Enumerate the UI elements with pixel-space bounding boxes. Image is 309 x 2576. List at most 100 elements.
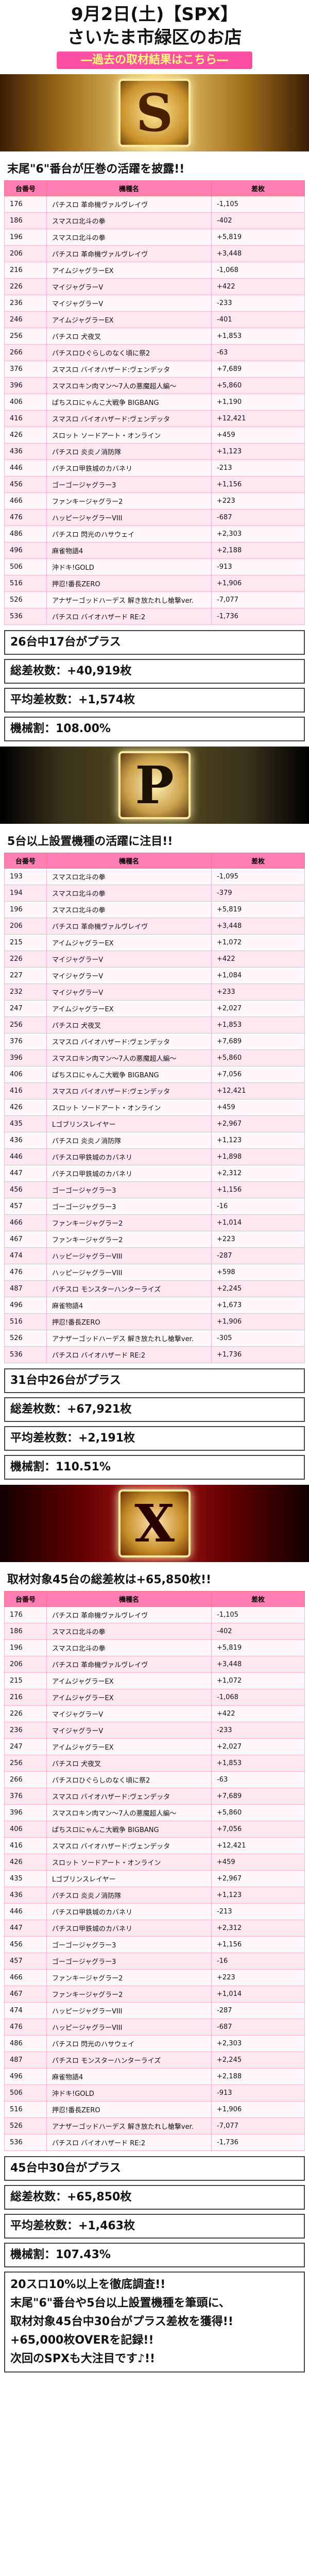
machine-model-cell: マイジャグラーV — [46, 1705, 212, 1722]
table-row: 396 スマスロキン肉マン〜7人の悪魔超人編〜 +5,860 — [4, 1804, 305, 1821]
machine-model-cell: ハッピージャグラーVIII — [46, 2019, 212, 2036]
table-row: 215 アイムジャグラーEX +1,072 — [4, 1672, 305, 1689]
col-num-header: 台番号 — [4, 1591, 47, 1607]
coin-diff-cell: +1,156 — [211, 1936, 305, 1953]
table-row: 416 スマスロ バイオハザード:ヴェンデッタ +12,421 — [4, 1082, 305, 1099]
machine-model-cell: 麻雀物語4 — [46, 1297, 212, 1314]
x-emblem-icon: X — [118, 1489, 191, 1557]
machine-number-cell: 236 — [4, 1722, 47, 1739]
machine-model-cell: Lゴブリンスレイヤー — [46, 1870, 212, 1887]
coin-diff-cell: +223 — [211, 1231, 305, 1248]
table-row: 536 パチスロ バイオハザード RE:2 -1,736 — [4, 2134, 305, 2151]
machine-number-cell: 256 — [4, 328, 47, 345]
machine-number-cell: 466 — [4, 1969, 47, 1986]
table-row: 426 スロット ソードアート・オンライン +459 — [4, 1099, 305, 1116]
coin-diff-cell: +3,448 — [211, 1656, 305, 1673]
machine-model-cell: スロット ソードアート・オンライン — [46, 1099, 212, 1116]
section-1-table: 台番号 機種名 差枚 176 パチスロ 革命機ヴァルヴレイヴ -1,105 186 スマ… — [4, 180, 305, 625]
table-row: 215 アイムジャグラーEX +1,072 — [4, 934, 305, 951]
table-row: 496 麻雀物語4 +2,188 — [4, 542, 305, 559]
table-row: 376 スマスロ バイオハザード:ヴェンデッタ +7,689 — [4, 1788, 305, 1805]
closing-line: +65,000枚OVERを記録!! — [10, 2334, 154, 2347]
coin-diff-cell: +2,245 — [211, 2052, 305, 2069]
machine-number-cell: 196 — [4, 1639, 47, 1656]
table-row: 467 ファンキージャグラー2 +1,014 — [4, 1986, 305, 2003]
average-diff: 平均差枚数：+2,191枚 — [4, 1426, 305, 1451]
coin-diff-cell: +7,056 — [211, 1821, 305, 1838]
coin-diff-cell: -233 — [211, 295, 305, 312]
machine-number-cell: 416 — [4, 1837, 47, 1854]
machine-model-cell: パチスロ 犬夜叉 — [46, 1016, 212, 1033]
machine-number-cell: 215 — [4, 1672, 47, 1689]
coin-diff-cell: +3,448 — [211, 918, 305, 935]
coin-diff-cell: -7,077 — [211, 591, 305, 608]
machine-model-cell: 押忍!番長ZERO — [46, 2101, 212, 2118]
machine-model-cell: ぱちスロにゃんこ大戦争 BIGBANG — [46, 1821, 212, 1838]
machine-model-cell: スマスロ バイオハザード:ヴェンデッタ — [46, 361, 212, 378]
machine-model-cell: ファンキージャグラー2 — [46, 1231, 212, 1248]
coin-diff-cell: +1,014 — [211, 1214, 305, 1231]
total-diff: 総差枚数：+40,919枚 — [4, 659, 305, 684]
machine-model-cell: パチスロ バイオハザード RE:2 — [46, 2134, 212, 2151]
table-row: 526 アナザーゴッドハーデス 解き放たれし槍撃ver. -7,077 — [4, 591, 305, 608]
table-row: 236 マイジャグラーV -233 — [4, 295, 305, 312]
table-row: 176 パチスロ 革命機ヴァルヴレイヴ -1,105 — [4, 196, 305, 213]
machine-model-cell: ファンキージャグラー2 — [46, 1986, 212, 2003]
table-row: 536 パチスロ バイオハザード RE:2 -1,736 — [4, 608, 305, 625]
closing-line: 次回のSPXも大注目です♪!! — [10, 2352, 156, 2365]
machine-number-cell: 487 — [4, 1280, 47, 1297]
machine-model-cell: スマスロキン肉マン〜7人の悪魔超人編〜 — [46, 377, 212, 394]
machine-number-cell: 447 — [4, 1920, 47, 1937]
machine-number-cell: 176 — [4, 1606, 47, 1623]
machine-number-cell: 206 — [4, 1656, 47, 1673]
coin-diff-cell: -16 — [211, 1953, 305, 1970]
coin-diff-cell: +422 — [211, 1705, 305, 1722]
machine-model-cell: 沖ドキ!GOLD — [46, 558, 212, 575]
coin-diff-cell: -1,105 — [211, 1606, 305, 1623]
machine-model-cell: スロット ソードアート・オンライン — [46, 427, 212, 444]
coin-diff-cell: -63 — [211, 1771, 305, 1788]
machine-number-cell: 456 — [4, 1181, 47, 1198]
machine-number-cell: 426 — [4, 1854, 47, 1871]
section-2-summary: 31台中26台がプラス 総差枚数：+67,921枚 平均差枚数：+2,191枚 … — [4, 1368, 305, 1480]
table-row: 176 パチスロ 革命機ヴァルヴレイヴ -1,105 — [4, 1606, 305, 1623]
coin-diff-cell: +1,906 — [211, 1313, 305, 1330]
table-row: 516 押忍!番長ZERO +1,906 — [4, 2101, 305, 2118]
machine-model-cell: パチスロ モンスターハンターライズ — [46, 1280, 212, 1297]
table-row: 526 アナザーゴッドハーデス 解き放たれし槍撃ver. -7,077 — [4, 2117, 305, 2134]
coin-diff-cell: -305 — [211, 1330, 305, 1347]
machine-number-cell: 486 — [4, 526, 47, 543]
machine-number-cell: 496 — [4, 1297, 47, 1314]
machine-model-cell: パチスロ バイオハザード RE:2 — [46, 1346, 212, 1363]
coin-diff-cell: +459 — [211, 427, 305, 444]
section-1-summary: 26台中17台がプラス 総差枚数：+40,919枚 平均差枚数：+1,574枚 … — [4, 630, 305, 741]
machine-number-cell: 186 — [4, 1623, 47, 1640]
machine-number-cell: 256 — [4, 1755, 47, 1772]
total-diff: 総差枚数：+65,850枚 — [4, 2185, 305, 2210]
table-row: 486 パチスロ 閃光のハサウェイ +2,303 — [4, 526, 305, 543]
table-row: 226 マイジャグラーV +422 — [4, 278, 305, 295]
coin-diff-cell: +422 — [211, 278, 305, 295]
past-results-link[interactable]: ―過去の取材結果はこちら― — [57, 52, 252, 69]
table-row: 516 押忍!番長ZERO +1,906 — [4, 575, 305, 592]
coin-diff-cell: +1,123 — [211, 1132, 305, 1149]
machine-number-cell: 536 — [4, 2134, 47, 2151]
section-2-table: 台番号 機種名 差枚 193 スマスロ北斗の拳 -1,095 194 スマスロ北斗の拳 -… — [4, 853, 305, 1363]
table-row: 526 アナザーゴッドハーデス 解き放たれし槍撃ver. -305 — [4, 1330, 305, 1347]
banner-p: P — [0, 747, 309, 824]
machine-model-cell: アイムジャグラーEX — [46, 1000, 212, 1017]
coin-diff-cell: +12,421 — [211, 410, 305, 427]
table-row: 496 麻雀物語4 +1,673 — [4, 1297, 305, 1314]
coin-diff-cell: +1,906 — [211, 575, 305, 592]
table-row: 435 Lゴブリンスレイヤー +2,967 — [4, 1115, 305, 1132]
table-row: 196 スマスロ北斗の拳 +5,819 — [4, 901, 305, 918]
machine-number-cell: 406 — [4, 1821, 47, 1838]
machine-number-cell: 396 — [4, 377, 47, 394]
machine-number-cell: 186 — [4, 212, 47, 229]
coin-diff-cell: +5,860 — [211, 1049, 305, 1066]
table-header-row: 台番号 機種名 差枚 — [4, 1591, 305, 1607]
machine-model-cell: スマスロ バイオハザード:ヴェンデッタ — [46, 1837, 212, 1854]
table-row: 226 マイジャグラーV +422 — [4, 1705, 305, 1722]
coin-diff-cell: +223 — [211, 493, 305, 510]
table-row: 194 スマスロ北斗の拳 -379 — [4, 885, 305, 902]
